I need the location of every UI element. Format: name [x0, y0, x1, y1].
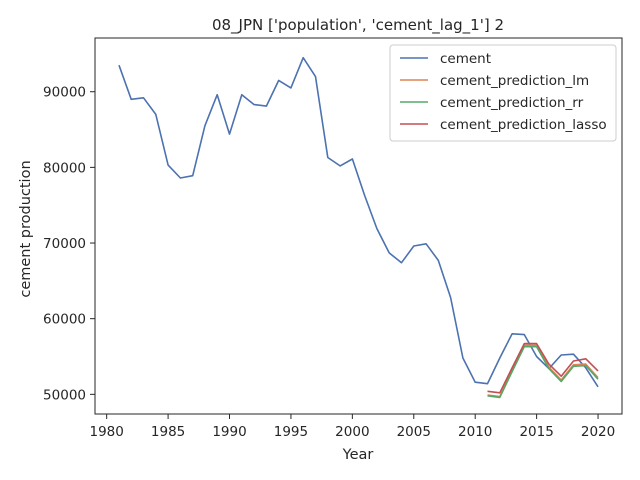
series-line-cement [118, 56, 599, 388]
y-tick-label: 60000 [43, 312, 86, 328]
x-axis: 1980 1985 1990 1995 2000 2005 2010 2015 2020 [89, 414, 615, 440]
series-line-cement-prediction-rr [487, 345, 599, 399]
legend-box [389, 44, 617, 142]
x-tick-label: 1980 [89, 424, 123, 440]
x-tick-label: 2015 [519, 424, 553, 440]
y-tick-label: 70000 [43, 236, 86, 252]
legend-label: cement_prediction_rr [440, 95, 584, 111]
legend-label: cement_prediction_lm [440, 73, 589, 89]
legend-label: cement [440, 51, 491, 67]
x-tick-label: 2000 [335, 424, 369, 440]
x-axis-label: Year [342, 447, 374, 463]
x-tick-label: 2020 [581, 424, 615, 440]
legend: cement cement_prediction_lm cement_predict… [389, 44, 617, 142]
x-tick-label: 2010 [458, 424, 492, 440]
y-tick-label: 90000 [43, 85, 86, 101]
plot-frame [94, 37, 623, 415]
x-tick-label: 1995 [274, 424, 308, 440]
y-tick-label: 80000 [43, 160, 86, 176]
y-axis-label: cement production [18, 160, 34, 297]
chart-title: 08_JPN ['population', 'cement_lag_1'] 2 [212, 16, 504, 35]
y-tick-label: 50000 [43, 387, 86, 403]
x-tick-label: 2005 [397, 424, 431, 440]
x-tick-label: 1985 [151, 424, 185, 440]
y-axis: 50000 60000 70000 80000 90000 [43, 85, 95, 403]
legend-label: cement_prediction_lasso [440, 117, 607, 133]
x-tick-label: 1990 [212, 424, 246, 440]
series-line-cement-prediction-lasso [487, 342, 599, 394]
plot-area [118, 56, 599, 399]
